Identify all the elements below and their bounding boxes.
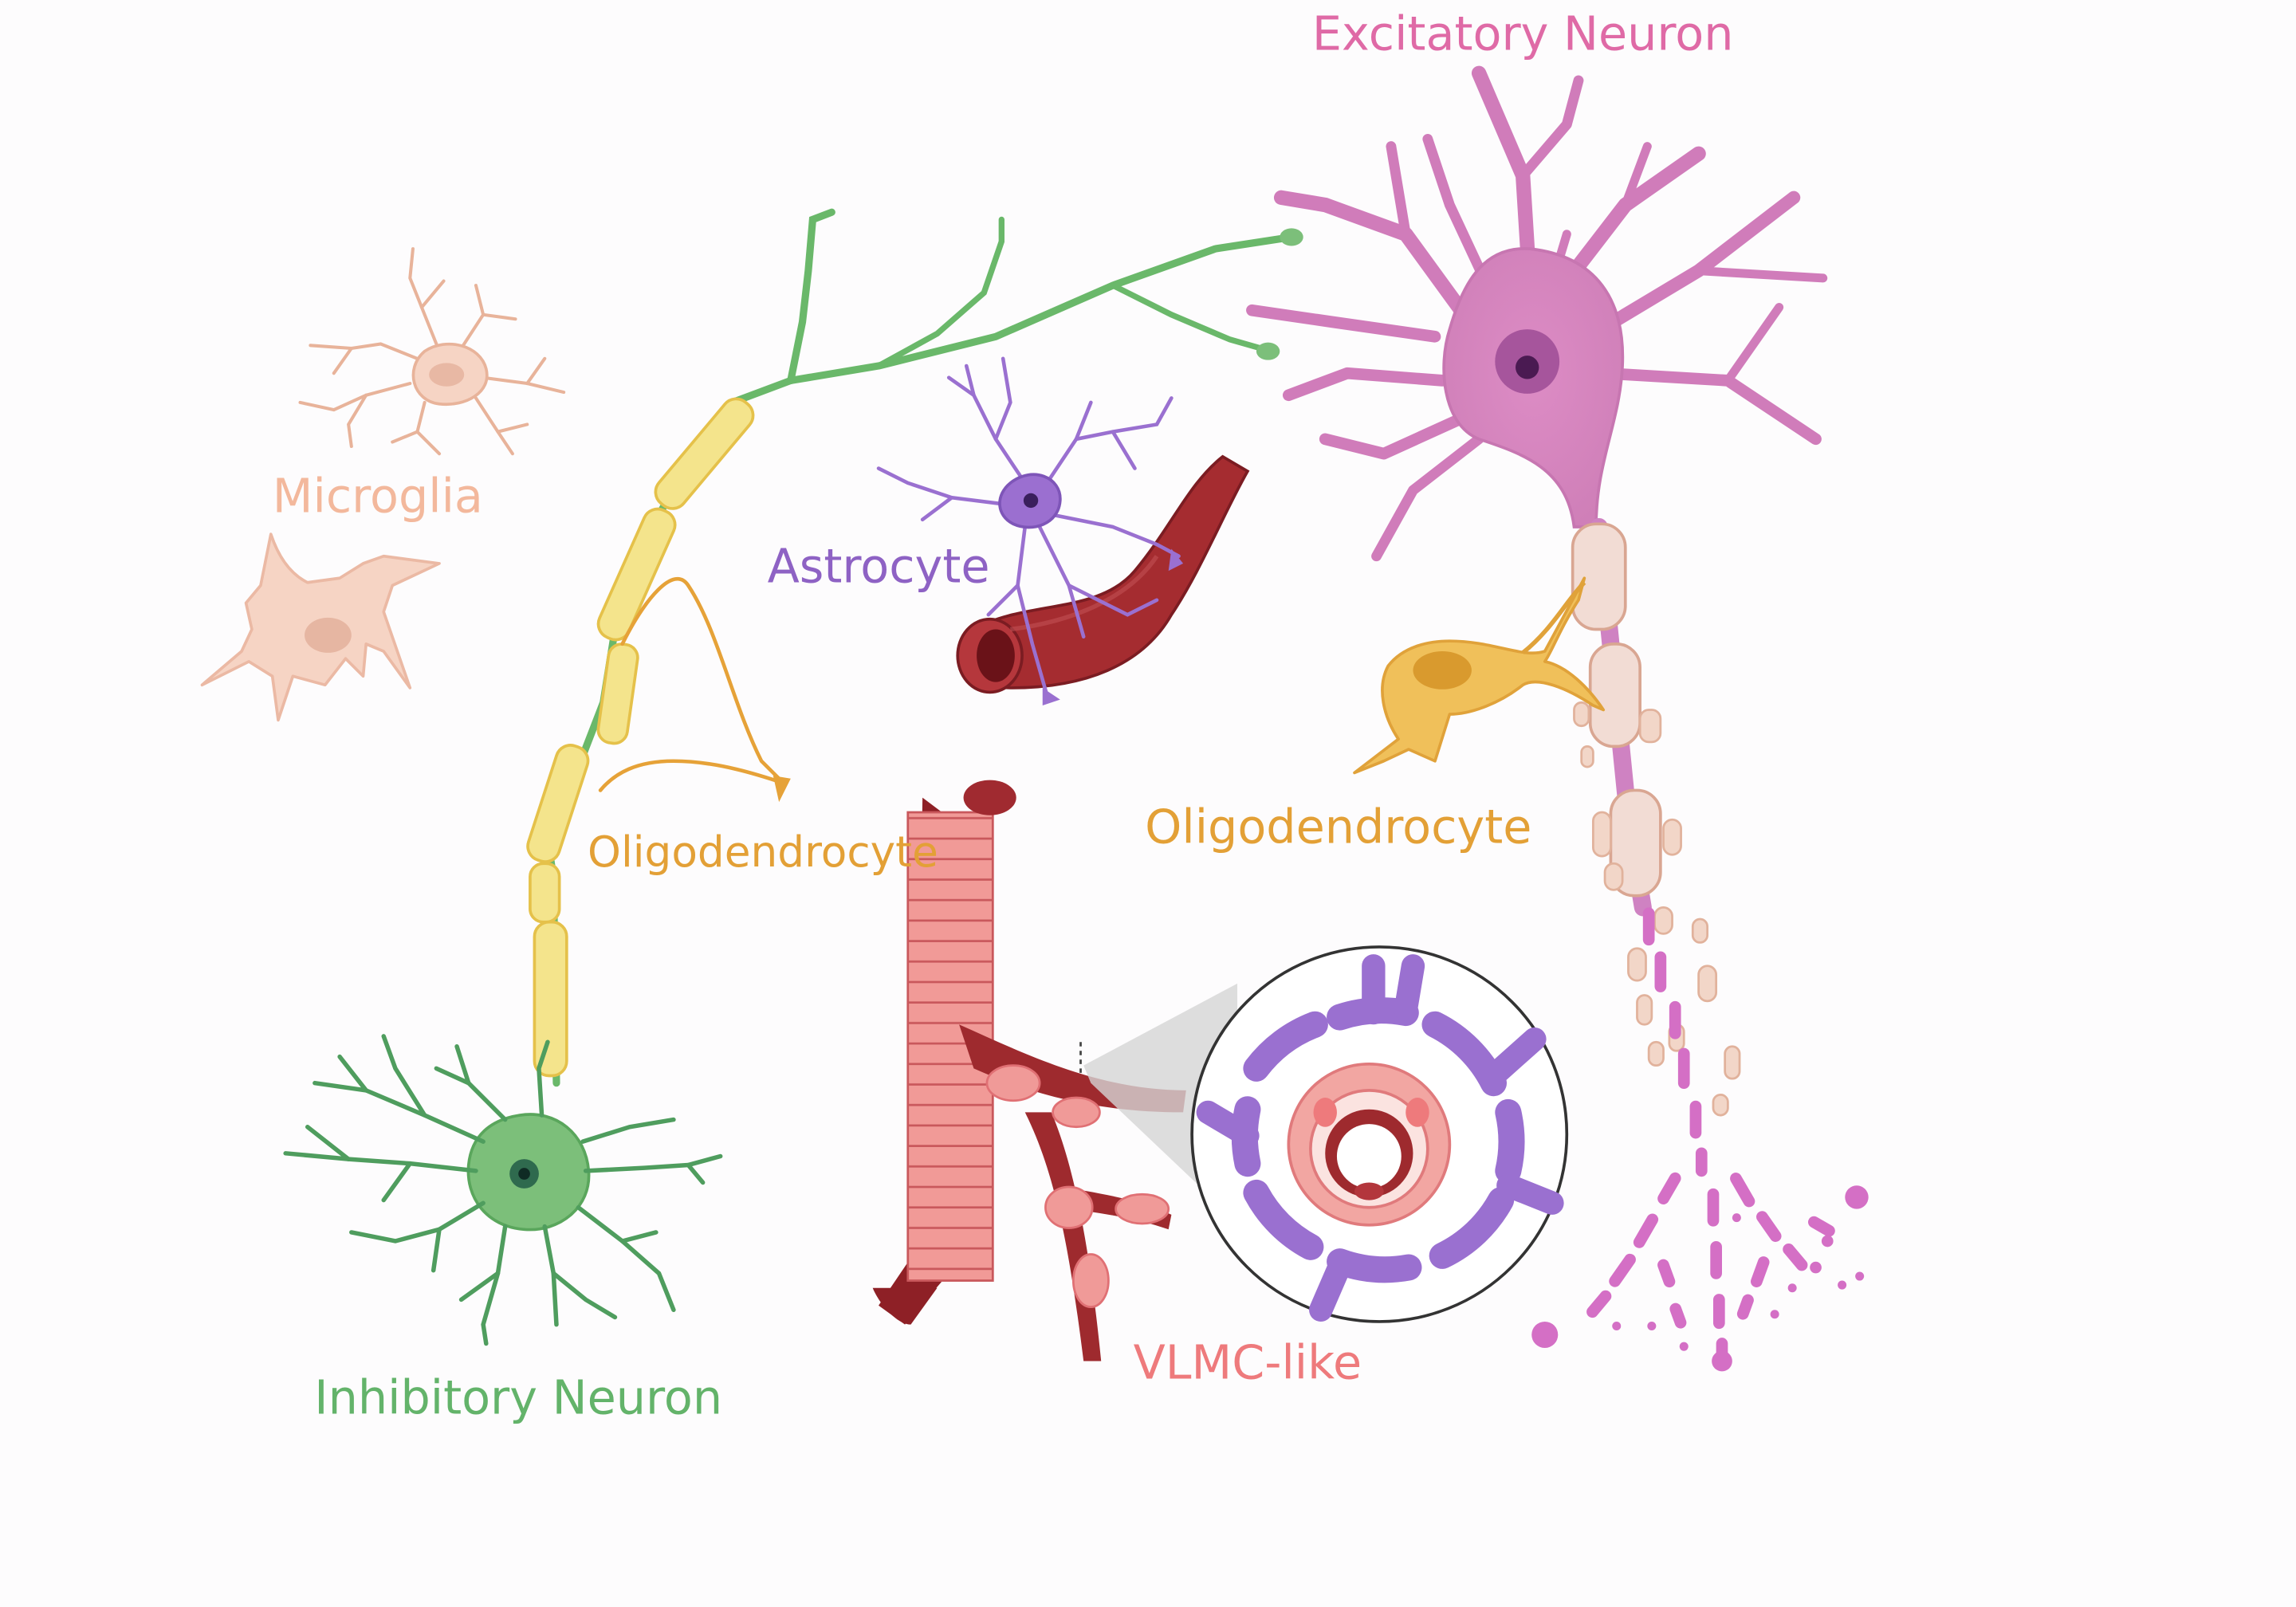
oligodendrocyte-label-left: Oligodendrocyte: [588, 827, 938, 877]
astrocyte-label: Astrocyte: [768, 539, 990, 594]
inhibitory-neuron-icon: [283, 208, 1303, 1346]
excitatory-neuron-icon: [1246, 65, 1869, 1372]
oligodendrocyte-label-right: Oligodendrocyte: [1145, 800, 1531, 855]
vlmc-like-label: VLMC-like: [1134, 1335, 1362, 1390]
vessel-cross-section-icon: [1083, 945, 1569, 1323]
astrocyte-icon: [876, 356, 1184, 705]
blood-vessel-icon: [956, 454, 1250, 694]
oligodendrocyte-icon: [598, 577, 791, 803]
inhibitory-neuron-label: Inhibitory Neuron: [314, 1370, 722, 1425]
microglia-label: Microglia: [273, 469, 483, 524]
oligodendrocyte-icon: [1353, 576, 1606, 775]
microglia-icon: [200, 247, 566, 722]
excitatory-neuron-label: Excitatory Neuron: [1312, 6, 1734, 61]
